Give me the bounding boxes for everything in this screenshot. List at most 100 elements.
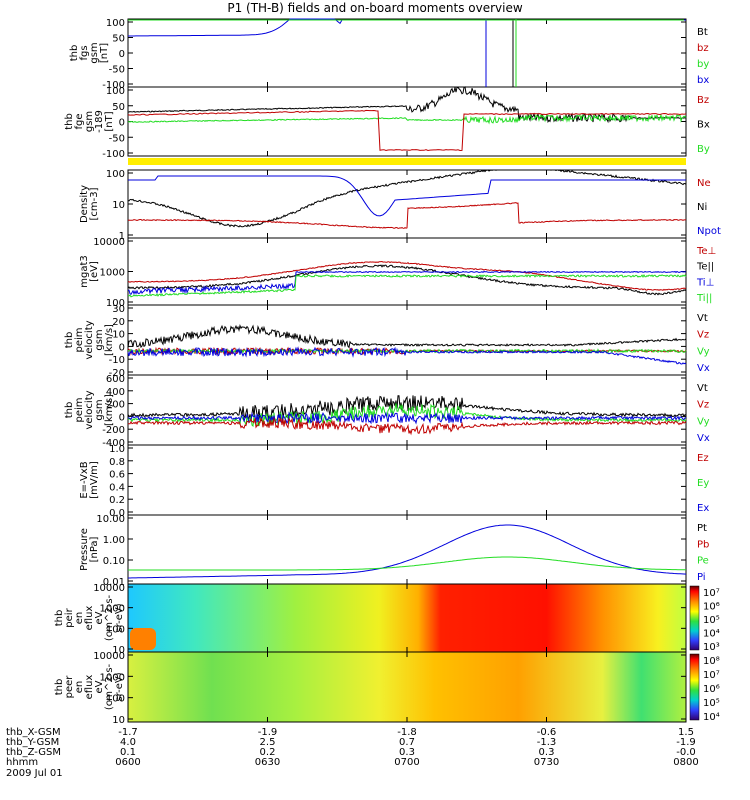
axis-row-value: -0.0 xyxy=(676,747,696,758)
colorbar-label: 10⁷ xyxy=(703,588,720,599)
legend-te||: Te|| xyxy=(696,262,714,273)
axis-row-value: 0800 xyxy=(673,757,698,768)
y-axis-label: [km/s] xyxy=(104,324,115,356)
legend-ez: Ez xyxy=(697,453,709,464)
y-tick-label: 1000 xyxy=(100,604,125,615)
legend-pi: Pi xyxy=(697,572,706,583)
y-tick-label: 100 xyxy=(106,86,125,97)
legend-vx: Vx xyxy=(697,363,710,374)
series-vx-large xyxy=(127,411,687,425)
panel-frame-pressure xyxy=(127,514,687,585)
y-axis-label: gsm xyxy=(84,111,95,132)
legend-ey: Ey xyxy=(697,478,709,489)
axis-row-label: thb_Z-GSM xyxy=(6,747,61,758)
y-tick-label: 0 xyxy=(119,49,125,60)
legend-bz: bz xyxy=(697,43,709,54)
y-axis-label: [nT] xyxy=(99,43,110,63)
y-tick-label: 50 xyxy=(112,102,125,113)
y-tick-label: 10 xyxy=(112,715,125,726)
y-axis-label: thb xyxy=(54,610,65,627)
panel-frame-velocity_e xyxy=(127,304,687,376)
axis-row-value: 0630 xyxy=(255,757,280,768)
y-tick-label: -20 xyxy=(109,368,125,379)
y-tick-label: 0 xyxy=(119,412,125,423)
y-tick-label: 10000 xyxy=(93,651,125,662)
legend-te⊥: Te⊥ xyxy=(696,246,716,257)
y-tick-label: 0.0 xyxy=(109,508,125,519)
y-tick-label: -50 xyxy=(109,65,125,76)
y-tick-label: 10 xyxy=(112,645,125,656)
y-tick-label: 10000 xyxy=(93,237,125,248)
y-axis-label: thb xyxy=(69,45,80,62)
y-tick-label: 0.2 xyxy=(109,495,125,506)
y-axis-label: thb xyxy=(64,402,75,419)
series-ne xyxy=(127,202,687,229)
y-axis-label: sr-eV) xyxy=(114,603,125,632)
y-tick-label: 10 xyxy=(112,330,125,341)
axis-row-value: 0.2 xyxy=(260,747,276,758)
panel-frame-velocity_i xyxy=(127,374,687,446)
legend-bx: bx xyxy=(697,75,709,86)
y-tick-label: 100 xyxy=(106,298,125,309)
y-tick-label: 1.00 xyxy=(103,535,125,546)
panel-frame-fge xyxy=(127,86,687,157)
y-axis-label: [nPa] xyxy=(89,536,100,562)
y-tick-label: 0.10 xyxy=(103,556,125,567)
series-ti-par xyxy=(128,273,687,298)
colorbar xyxy=(689,585,700,651)
axis-row-value: 4.0 xyxy=(120,737,136,748)
legend-ti⊥: Ti⊥ xyxy=(696,277,714,288)
y-axis-label: mgat3 xyxy=(79,255,90,288)
legend-vy: Vy xyxy=(697,346,710,357)
y-tick-label: -50 xyxy=(109,133,125,144)
colorbar-label: 10⁷ xyxy=(703,670,720,681)
y-tick-label: 100 xyxy=(106,694,125,705)
y-tick-label: 100 xyxy=(106,169,125,180)
series-te-perp xyxy=(127,260,687,291)
y-axis-label: eflux xyxy=(84,675,95,700)
axis-row-value: 0730 xyxy=(534,757,559,768)
series-vt-large xyxy=(127,395,687,422)
y-axis-label: fgs xyxy=(79,45,90,60)
legend-vy: Vy xyxy=(697,416,710,427)
colorbar-label: 10⁶ xyxy=(703,602,720,613)
y-tick-label: 1 xyxy=(119,231,125,242)
legend-npot: Npot xyxy=(697,226,721,237)
legend-by: By xyxy=(697,144,710,155)
y-axis-label: -189 xyxy=(94,110,105,133)
colorbar-label: 10⁵ xyxy=(703,698,720,709)
y-tick-label: 10.00 xyxy=(96,514,125,525)
legend-bz: Bz xyxy=(697,95,709,106)
y-axis-label: velocity xyxy=(84,390,95,429)
legend-bt: Bt xyxy=(697,27,708,38)
legend-ne: Ne xyxy=(697,178,711,189)
y-axis-label: fge xyxy=(74,113,85,129)
legend-vt: Vt xyxy=(697,313,708,324)
axis-row-value: 0.3 xyxy=(399,747,415,758)
separator-band xyxy=(128,158,686,165)
y-axis-label: (cm^2-s- xyxy=(104,594,115,641)
legend-pt: Pt xyxy=(697,523,707,534)
axis-row-label: thb_X-GSM xyxy=(6,727,61,738)
y-tick-label: 30 xyxy=(112,304,125,315)
electron-spectrogram xyxy=(128,652,686,722)
y-axis-label: [mV/m] xyxy=(89,461,100,499)
legend-vt: Vt xyxy=(697,383,708,394)
axis-row-value: -1.3 xyxy=(537,737,557,748)
axis-row-value: -0.6 xyxy=(537,727,557,738)
axis-row-value: -1.9 xyxy=(258,727,278,738)
series-ni xyxy=(127,169,687,228)
axis-row-value: -1.8 xyxy=(397,727,417,738)
series-bx-fge xyxy=(128,86,687,124)
date-label: 2009 Jul 01 xyxy=(6,768,63,779)
colorbar-label: 10⁴ xyxy=(703,629,720,640)
y-tick-label: 1000 xyxy=(100,672,125,683)
y-axis-label: [cm-3] xyxy=(89,187,100,220)
y-axis-label: velocity xyxy=(84,320,95,359)
legend-vz: Vz xyxy=(697,400,709,411)
y-tick-label: -100 xyxy=(102,80,125,91)
colorbar-label: 10³ xyxy=(703,642,720,653)
series-vx-small xyxy=(127,346,687,365)
